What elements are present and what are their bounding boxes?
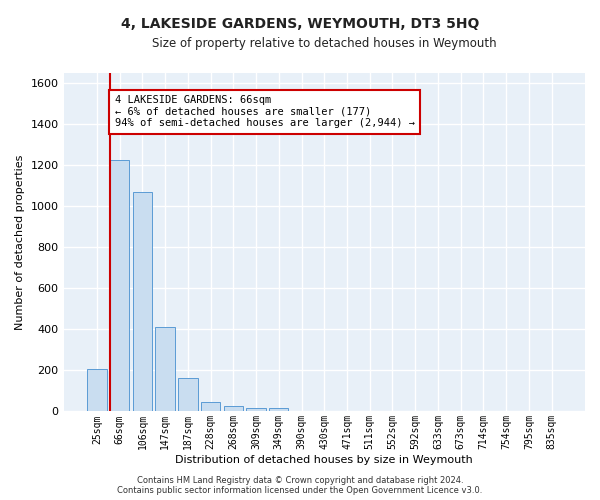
Bar: [247, 408, 266, 412]
Text: 4 LAKESIDE GARDENS: 66sqm
← 6% of detached houses are smaller (177)
94% of semi-: 4 LAKESIDE GARDENS: 66sqm ← 6% of detach…: [115, 95, 415, 128]
Bar: [178, 378, 197, 412]
Bar: [224, 406, 243, 411]
X-axis label: Distribution of detached houses by size in Weymouth: Distribution of detached houses by size …: [175, 455, 473, 465]
Bar: [110, 160, 130, 411]
Text: Contains HM Land Registry data © Crown copyright and database right 2024.
Contai: Contains HM Land Registry data © Crown c…: [118, 476, 482, 495]
Bar: [201, 402, 220, 411]
Bar: [269, 408, 289, 412]
Title: Size of property relative to detached houses in Weymouth: Size of property relative to detached ho…: [152, 38, 497, 51]
Bar: [133, 192, 152, 412]
Y-axis label: Number of detached properties: Number of detached properties: [15, 154, 25, 330]
Bar: [87, 370, 107, 412]
Text: 4, LAKESIDE GARDENS, WEYMOUTH, DT3 5HQ: 4, LAKESIDE GARDENS, WEYMOUTH, DT3 5HQ: [121, 18, 479, 32]
Bar: [155, 327, 175, 411]
